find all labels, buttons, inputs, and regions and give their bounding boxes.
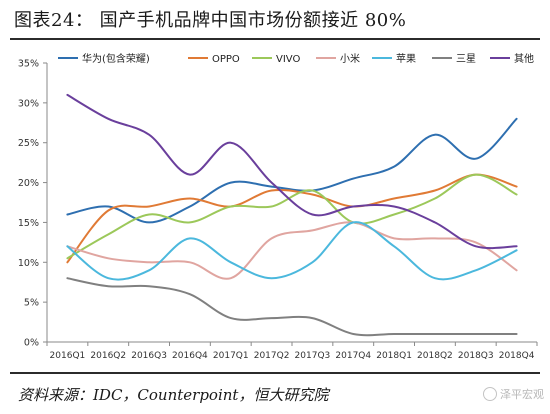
x-tick-label: 2017Q3 xyxy=(295,351,331,361)
legend-label: OPPO xyxy=(212,54,240,65)
legend-label: 小米 xyxy=(340,52,360,65)
legend-label: 三星 xyxy=(456,53,476,65)
source-bar: 资料来源：IDC，Counterpoint，恒大研究院 xyxy=(0,374,550,414)
legend-label: VIVO xyxy=(276,54,300,65)
legend-label: 苹果 xyxy=(396,52,416,65)
series-line-5 xyxy=(66,221,518,281)
series-line-7 xyxy=(66,93,518,250)
wechat-icon xyxy=(483,387,497,401)
watermark-text: 泽平宏观 xyxy=(500,388,544,401)
x-tick-label: 2017Q4 xyxy=(335,351,371,361)
watermark: 泽平宏观 xyxy=(483,386,544,402)
y-tick-label: 20% xyxy=(18,178,39,189)
y-tick-label: 30% xyxy=(18,98,39,109)
x-tick-label: 2018Q4 xyxy=(499,351,535,361)
y-tick-label: 5% xyxy=(24,298,39,309)
x-tick-label: 2016Q3 xyxy=(131,351,167,361)
y-tick-label: 0% xyxy=(24,338,39,349)
legend-label: 其他 xyxy=(514,52,534,65)
series-line-3 xyxy=(66,173,518,260)
line-chart: 0% 5% 10% 15% 20% 25% 30% 35% 2016Q1 2016Q2 2016Q3… xyxy=(18,52,538,361)
x-tick-label: 2018Q1 xyxy=(376,351,412,361)
legend: 华为(包含荣耀) OPPO VIVO 小米 苹果 三星 其他 xyxy=(58,52,534,65)
y-tick-label: 15% xyxy=(18,218,39,229)
series-line-4 xyxy=(66,221,518,280)
source-note: 资料来源：IDC，Counterpoint，恒大研究院 xyxy=(18,385,329,404)
source-rule xyxy=(10,372,540,374)
legend-label: 华为(包含荣耀) xyxy=(82,52,150,65)
title-rule xyxy=(10,38,540,40)
y-tick-label: 25% xyxy=(18,138,39,149)
x-tick-label: 2017Q1 xyxy=(213,351,249,361)
x-tick-label: 2016Q4 xyxy=(172,351,208,361)
figure-title: 图表24： 国产手机品牌中国市场份额接近 80% xyxy=(14,10,407,31)
series-line-2 xyxy=(66,173,518,264)
x-tick-label: 2018Q2 xyxy=(417,351,453,361)
y-tick-label: 35% xyxy=(18,59,39,70)
series-line-1 xyxy=(66,117,518,224)
x-tick-label: 2017Q2 xyxy=(254,351,290,361)
x-tick-label: 2016Q1 xyxy=(50,351,86,361)
x-tick-label: 2018Q3 xyxy=(458,351,494,361)
series-layer xyxy=(66,93,518,337)
y-tick-label: 10% xyxy=(18,258,39,269)
axes-layer: 0% 5% 10% 15% 20% 25% 30% 35% 2016Q1 2016Q2 2016Q3… xyxy=(18,59,538,361)
series-line-6 xyxy=(66,277,518,337)
x-tick-label: 2016Q2 xyxy=(90,351,126,361)
figure-title-bar: 图表24： 国产手机品牌中国市场份额接近 80% xyxy=(0,0,550,38)
